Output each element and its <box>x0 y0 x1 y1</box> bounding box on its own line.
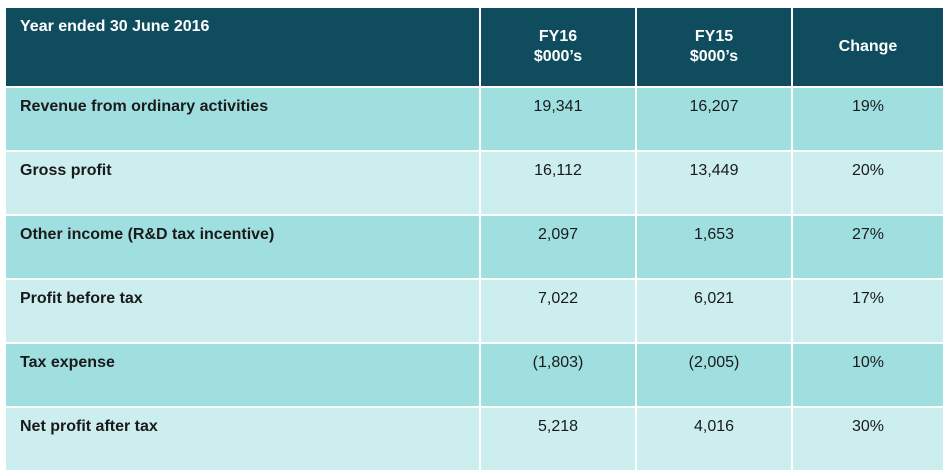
table-row: Gross profit 16,112 13,449 20% <box>4 150 945 216</box>
cell-fy15: 6,021 <box>635 278 793 344</box>
header-fy16-unit: $000’s <box>533 48 583 65</box>
cell-change: 30% <box>791 406 945 472</box>
header-fy15-year: FY15 <box>694 28 734 45</box>
cell-fy15: 13,449 <box>635 150 793 216</box>
cell-fy16: 5,218 <box>479 406 637 472</box>
financial-results-table: Year ended 30 June 2016 FY16 $000’s FY15… <box>4 6 945 472</box>
table-row: Net profit after tax 5,218 4,016 30% <box>4 406 945 472</box>
cell-fy16: (1,803) <box>479 342 637 408</box>
header-change: Change <box>791 6 945 88</box>
row-label: Other income (R&D tax incentive) <box>4 214 481 280</box>
table-row: Revenue from ordinary activities 19,341 … <box>4 86 945 152</box>
cell-change: 19% <box>791 86 945 152</box>
table-row: Profit before tax 7,022 6,021 17% <box>4 278 945 344</box>
row-label: Profit before tax <box>4 278 481 344</box>
header-fy15-unit: $000’s <box>689 48 739 65</box>
cell-fy15: (2,005) <box>635 342 793 408</box>
cell-fy16: 16,112 <box>479 150 637 216</box>
cell-fy16: 2,097 <box>479 214 637 280</box>
cell-change: 17% <box>791 278 945 344</box>
row-label: Net profit after tax <box>4 406 481 472</box>
cell-change: 20% <box>791 150 945 216</box>
row-label: Tax expense <box>4 342 481 408</box>
header-fy15: FY15 $000’s <box>635 6 793 88</box>
cell-fy16: 7,022 <box>479 278 637 344</box>
header-fy16: FY16 $000’s <box>479 6 637 88</box>
cell-change: 27% <box>791 214 945 280</box>
row-label: Gross profit <box>4 150 481 216</box>
header-period: Year ended 30 June 2016 <box>4 6 481 88</box>
header-row: Year ended 30 June 2016 FY16 $000’s FY15… <box>4 6 945 88</box>
header-fy16-year: FY16 <box>538 28 578 45</box>
table-row: Other income (R&D tax incentive) 2,097 1… <box>4 214 945 280</box>
cell-fy15: 4,016 <box>635 406 793 472</box>
table-row: Tax expense (1,803) (2,005) 10% <box>4 342 945 408</box>
cell-fy15: 16,207 <box>635 86 793 152</box>
cell-change: 10% <box>791 342 945 408</box>
cell-fy16: 19,341 <box>479 86 637 152</box>
row-label: Revenue from ordinary activities <box>4 86 481 152</box>
cell-fy15: 1,653 <box>635 214 793 280</box>
